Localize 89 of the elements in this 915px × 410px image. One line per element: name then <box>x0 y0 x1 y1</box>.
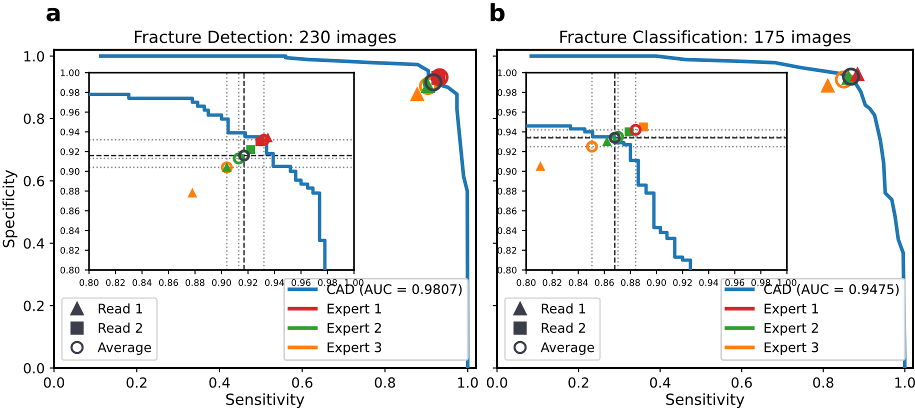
y-tick-label: 1.0 <box>24 51 44 62</box>
legend-label: Read 1 <box>98 303 142 314</box>
y-tick-label: 0.80 <box>60 266 80 274</box>
legend-label: Expert 2 <box>764 322 818 336</box>
x-tick-label: 0.2 <box>568 377 588 388</box>
legend-label: Read 2 <box>98 322 142 333</box>
legend-label: Read 2 <box>542 322 585 333</box>
legend-label: Expert 1 <box>764 304 818 316</box>
y-tick-label: 0.84 <box>60 227 80 234</box>
legend-label: Expert 3 <box>764 342 818 355</box>
line-series <box>89 92 327 270</box>
legend-label: Expert 3 <box>328 342 382 355</box>
x-tick-label: 0.8 <box>374 377 396 388</box>
point <box>630 124 642 136</box>
point <box>246 145 256 154</box>
y-tick-label: 0.92 <box>60 148 80 156</box>
x-tick-label: 0.96 <box>292 279 310 286</box>
y-tick-label: 0.90 <box>60 168 80 175</box>
x-tick-label: 0.0 <box>44 377 64 388</box>
x-tick-label: 1.0 <box>895 377 915 388</box>
x-tick-label: 0.88 <box>620 279 640 286</box>
y-tick-label: 0.6 <box>24 176 44 186</box>
y-tick-label: 0.90 <box>498 168 516 175</box>
legend-label: Expert 2 <box>328 322 381 336</box>
y-axis-title: Specificity <box>2 170 18 248</box>
y-tick-label: 1.00 <box>60 69 80 76</box>
x-tick-label: 0.84 <box>568 279 588 286</box>
point <box>536 162 545 171</box>
point <box>238 150 250 162</box>
y-tick-label: 0.84 <box>498 227 517 234</box>
x-tick-label: 0.0 <box>486 377 508 388</box>
x-axis-title: Sensitivity <box>226 393 304 408</box>
point <box>842 68 860 86</box>
x-tick-label: 0.82 <box>542 279 562 286</box>
x-tick-label: 0.80 <box>80 279 98 286</box>
x-tick-label: 0.80 <box>516 279 536 286</box>
x-tick-label: 0.96 <box>725 279 744 286</box>
y-tick-label: 0.2 <box>24 300 44 312</box>
x-tick-label: 0.2 <box>126 377 146 388</box>
x-tick-label: 0.92 <box>238 279 258 286</box>
x-tick-label: 0.86 <box>594 279 614 286</box>
x-tick-label: 0.98 <box>751 279 770 286</box>
x-tick-label: 0.4 <box>209 377 230 388</box>
y-tick-label: 0.92 <box>498 148 516 156</box>
x-tick-label: 0.94 <box>699 279 718 286</box>
x-tick-label: 0.90 <box>647 279 666 286</box>
x-tick-label: 0.86 <box>159 279 178 286</box>
legend-label: Read 1 <box>542 303 586 314</box>
text: a <box>46 8 60 22</box>
point <box>263 133 272 142</box>
y-tick-label: 0.96 <box>60 108 80 116</box>
x-tick-label: 0.90 <box>212 279 231 286</box>
y-tick-label: 0.82 <box>498 246 516 254</box>
point <box>188 188 197 198</box>
point <box>602 137 612 146</box>
y-tick-label: 0.96 <box>498 108 517 116</box>
y-tick-label: 0.82 <box>60 246 80 254</box>
y-tick-label: 0.94 <box>60 128 80 136</box>
legend-label: Average <box>540 342 594 355</box>
point <box>608 132 621 144</box>
text: b <box>490 3 505 22</box>
y-tick-label: 0.86 <box>498 208 517 214</box>
x-tick-label: 0.4 <box>650 377 670 388</box>
x-tick-label: 0.94 <box>265 279 284 286</box>
y-tick-label: 0.4 <box>24 238 44 249</box>
y-tick-label: 0.98 <box>498 89 516 96</box>
y-tick-label: 0.88 <box>60 188 80 195</box>
x-tick-label: 0.84 <box>132 279 152 286</box>
x-tick-label: 0.6 <box>292 377 312 388</box>
y-tick-label: 0.88 <box>498 188 516 195</box>
chart-title: Fracture Detection: 230 images <box>134 30 396 46</box>
x-tick-label: 0.8 <box>813 377 834 388</box>
y-tick-label: 0.94 <box>498 128 517 136</box>
x-tick-label: 0.82 <box>106 279 125 286</box>
x-tick-label: 0.92 <box>673 279 692 286</box>
line-series <box>526 124 692 270</box>
legend-label: Average <box>98 342 152 355</box>
y-tick-label: 0.0 <box>24 362 44 374</box>
y-tick-label: 0.98 <box>60 89 80 96</box>
x-tick-label: 1.0 <box>458 377 478 388</box>
chart-title: Fracture Classification: 175 images <box>560 30 851 46</box>
y-tick-label: 0.86 <box>60 208 80 214</box>
x-tick-label: 0.88 <box>186 279 204 286</box>
y-tick-label: 0.8 <box>24 113 44 124</box>
legend-label: Expert 1 <box>328 304 381 316</box>
y-tick-label: 0.80 <box>498 266 516 274</box>
x-axis-title: Sensitivity <box>666 393 744 408</box>
y-tick-label: 1.00 <box>498 69 516 76</box>
x-tick-label: 0.6 <box>732 377 752 388</box>
